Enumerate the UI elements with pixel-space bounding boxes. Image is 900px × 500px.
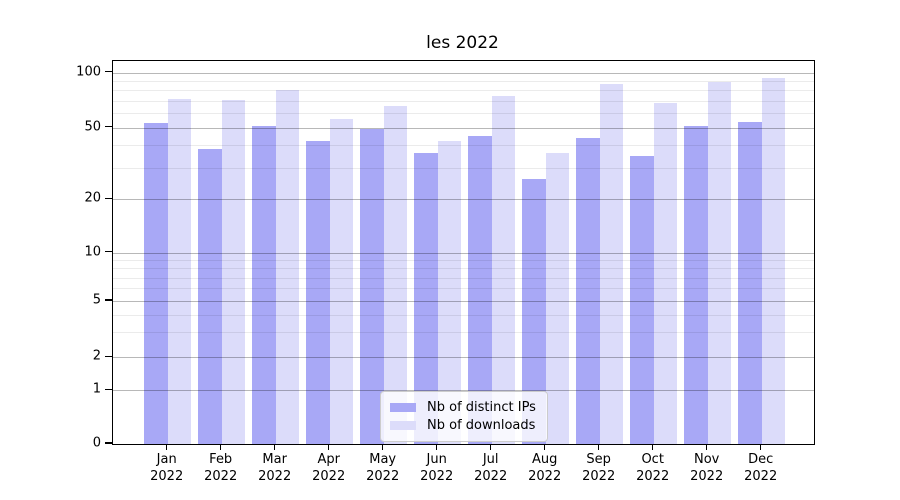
gridline-major-50 <box>113 127 814 129</box>
x-tick-label-mar: Mar 2022 <box>258 452 292 484</box>
bar-ips-aug <box>522 178 546 444</box>
x-tick-label-jul: Jul 2022 <box>474 452 508 484</box>
x-tick-label-jan: Jan 2022 <box>150 452 184 484</box>
y-tick-label-100: 100 <box>76 64 101 80</box>
x-tick-mark-mar <box>273 444 276 450</box>
gridline-minor-70 <box>113 101 814 102</box>
gridline-minor-80 <box>113 90 814 92</box>
bar-downloads-sep <box>599 83 623 444</box>
bar-downloads-dec <box>761 78 785 444</box>
x-tick-label-dec: Dec 2022 <box>744 452 778 484</box>
bar-ips-apr <box>306 141 330 444</box>
legend-swatch-distinct-ips <box>390 403 416 412</box>
bar-downloads-oct <box>653 103 677 444</box>
x-tick-label-may: May 2022 <box>366 452 400 484</box>
bar-ips-dec <box>738 121 762 444</box>
legend-entry-downloads: Nb of downloads <box>390 417 538 434</box>
x-tick-mark-apr <box>327 444 330 450</box>
x-tick-mark-feb <box>219 444 222 450</box>
y-tick-label-1: 1 <box>92 381 101 397</box>
bar-downloads-aug <box>545 153 569 444</box>
plot-area <box>112 60 815 445</box>
bar-ips-jul <box>468 135 492 444</box>
chart-title: les 2022 <box>426 33 499 53</box>
gridline-minor-4 <box>113 314 814 316</box>
gridline-minor-7 <box>113 277 814 279</box>
legend-label-distinct-ips: Nb of distinct IPs <box>427 400 536 415</box>
y-tick-mark-1 <box>105 388 112 391</box>
bar-downloads-jun <box>437 141 461 444</box>
bar-ips-oct <box>630 155 654 444</box>
x-tick-label-aug: Aug 2022 <box>528 452 562 484</box>
bar-ips-mar <box>252 126 276 444</box>
gridline-major-100 <box>113 72 814 74</box>
y-tick-label-10: 10 <box>84 244 101 260</box>
gridline-major-2 <box>113 357 814 359</box>
gridline-minor-8 <box>113 268 814 270</box>
y-tick-mark-2 <box>105 355 112 358</box>
y-tick-label-50: 50 <box>84 119 101 135</box>
gridline-minor-3 <box>113 332 814 334</box>
gridline-minor-60 <box>113 113 814 115</box>
x-tick-mark-jul <box>489 444 492 450</box>
y-tick-label-2: 2 <box>92 348 101 364</box>
bar-ips-feb <box>198 149 222 444</box>
x-tick-label-jun: Jun 2022 <box>420 452 454 484</box>
gridline-major-10 <box>113 252 814 254</box>
x-tick-mark-nov <box>705 444 708 450</box>
gridline-minor-90 <box>113 81 814 83</box>
x-tick-label-nov: Nov 2022 <box>690 452 724 484</box>
x-tick-label-oct: Oct 2022 <box>636 452 670 484</box>
bar-downloads-may <box>383 105 407 444</box>
x-tick-label-feb: Feb 2022 <box>204 452 238 484</box>
y-tick-mark-0 <box>105 442 112 444</box>
x-tick-mark-aug <box>543 444 546 450</box>
y-tick-mark-50 <box>105 125 112 128</box>
bar-ips-may <box>360 129 384 444</box>
legend: Nb of distinct IPs Nb of downloads <box>380 391 548 442</box>
x-tick-mark-jan <box>165 444 168 450</box>
gridline-minor-6 <box>113 288 814 290</box>
y-tick-label-0: 0 <box>92 435 101 451</box>
y-tick-label-5: 5 <box>92 292 101 308</box>
legend-label-downloads: Nb of downloads <box>427 418 536 433</box>
x-tick-label-sep: Sep 2022 <box>582 452 616 484</box>
y-tick-mark-100 <box>105 70 112 73</box>
bar-ips-sep <box>576 137 600 444</box>
gridline-major-1 <box>113 390 814 392</box>
y-tick-mark-5 <box>105 299 112 301</box>
legend-swatch-downloads <box>390 421 416 430</box>
bar-downloads-nov <box>707 81 731 444</box>
legend-entry-distinct-ips: Nb of distinct IPs <box>390 399 538 416</box>
bar-downloads-jul <box>491 95 515 444</box>
x-tick-mark-sep <box>597 444 600 450</box>
gridline-minor-9 <box>113 260 814 262</box>
bar-downloads-feb <box>221 99 245 444</box>
gridline-minor-30 <box>113 167 814 169</box>
gridline-minor-40 <box>113 145 814 147</box>
y-tick-mark-10 <box>105 250 112 253</box>
gridline-major-20 <box>113 199 814 201</box>
bar-downloads-apr <box>329 118 353 444</box>
bar-downloads-jan <box>167 98 191 444</box>
x-tick-mark-dec <box>759 444 762 450</box>
bar-downloads-mar <box>275 90 299 444</box>
bar-ips-jun <box>414 153 438 444</box>
x-tick-mark-may <box>381 444 384 450</box>
x-tick-mark-jun <box>435 444 438 450</box>
bar-ips-nov <box>684 126 708 444</box>
bar-ips-jan <box>144 123 168 444</box>
y-tick-label-20: 20 <box>84 190 101 206</box>
gridline-major-5 <box>113 301 814 302</box>
y-tick-mark-20 <box>105 197 112 200</box>
x-tick-label-apr: Apr 2022 <box>312 452 346 484</box>
x-tick-mark-oct <box>651 444 654 450</box>
